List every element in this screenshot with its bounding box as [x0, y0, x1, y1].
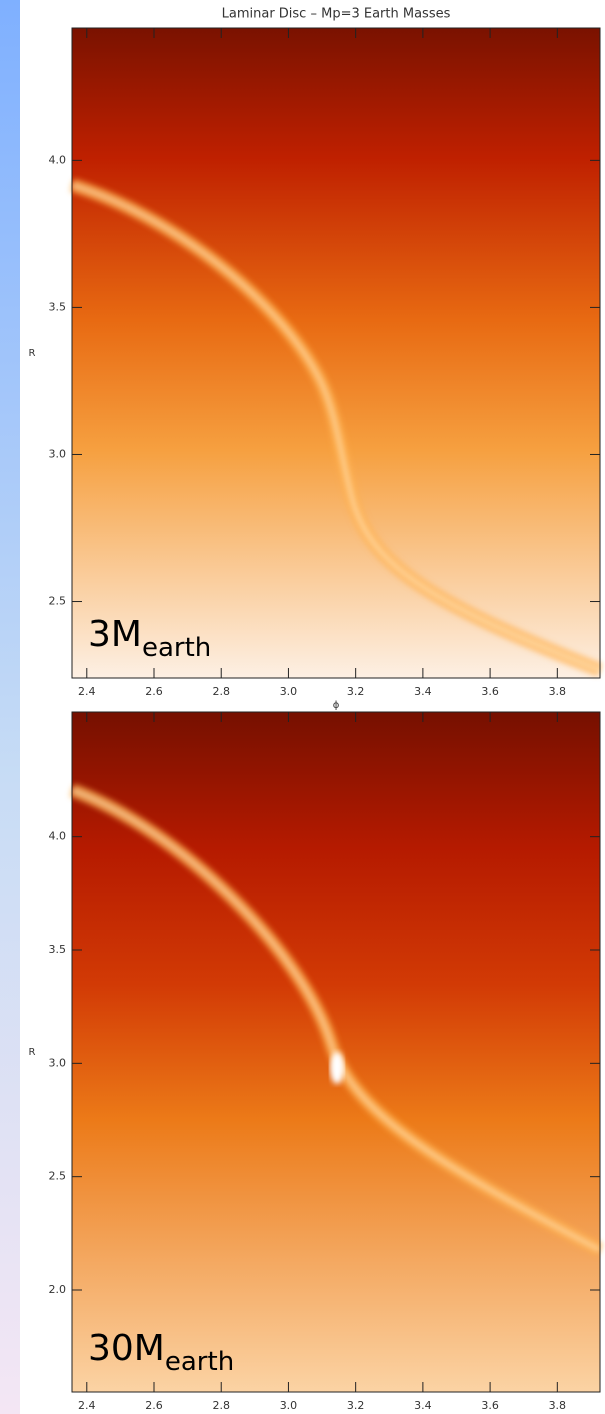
- y-axis-label: R: [29, 348, 36, 359]
- x-tick-label: 3.4: [414, 1399, 432, 1412]
- y-tick-label: 3.5: [49, 943, 67, 956]
- y-tick-label: 3.5: [49, 300, 67, 313]
- plot-frame: [71, 27, 601, 679]
- y-tick-label: 2.5: [49, 1170, 67, 1183]
- x-tick-label: 2.4: [78, 685, 96, 698]
- y-axis-label: R: [29, 1047, 36, 1058]
- plot-frame: [71, 711, 601, 1393]
- x-tick-label: 2.6: [145, 685, 163, 698]
- x-tick-label: 3.8: [549, 1399, 567, 1412]
- y-tick-label: 2.0: [49, 1283, 67, 1296]
- x-tick-label: 3.4: [414, 685, 432, 698]
- x-tick-label: 3.0: [280, 685, 298, 698]
- x-tick-label: 2.8: [212, 685, 230, 698]
- x-tick-label: 2.6: [145, 1399, 163, 1412]
- y-tick-label: 4.0: [49, 830, 67, 843]
- annotation-text: 30M: [88, 1328, 165, 1369]
- heatmap-field: [72, 28, 600, 678]
- x-tick-label: 3.0: [280, 1399, 298, 1412]
- y-tick-label: 4.0: [49, 153, 67, 166]
- y-tick-label: 3.0: [49, 447, 67, 460]
- annotation: 30Mearth: [88, 1328, 234, 1377]
- x-tick-label: 3.6: [481, 685, 499, 698]
- annotation: 3Mearth: [88, 614, 211, 663]
- x-tick-label: 2.8: [212, 1399, 230, 1412]
- annotation-subscript: earth: [142, 633, 211, 663]
- x-tick-label: 3.2: [347, 1399, 365, 1412]
- x-tick-label: 3.2: [347, 685, 365, 698]
- x-tick-label: 3.6: [481, 1399, 499, 1412]
- wake-core: [71, 183, 601, 672]
- x-tick-label: 3.8: [549, 685, 567, 698]
- chart-title: Laminar Disc – Mp=3 Earth Masses: [222, 7, 451, 22]
- y-tick-label: 3.0: [49, 1056, 67, 1069]
- y-tick-label: 2.5: [49, 595, 67, 608]
- wake-core: [71, 788, 601, 1252]
- planet: [330, 1052, 344, 1084]
- x-tick-label: 2.4: [78, 1399, 96, 1412]
- annotation-text: 3M: [88, 614, 142, 655]
- annotation-subscript: earth: [165, 1347, 234, 1377]
- x-axis-label: ϕ: [333, 700, 340, 711]
